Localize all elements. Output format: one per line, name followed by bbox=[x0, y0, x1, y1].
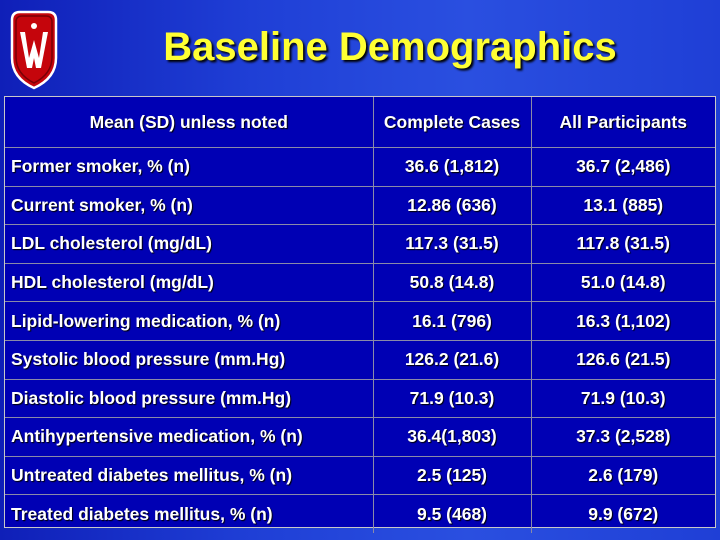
all-participants-value: 36.7 (2,486) bbox=[531, 147, 715, 187]
all-participants-value: 126.6 (21.5) bbox=[531, 340, 715, 380]
row-label: Systolic blood pressure (mm.Hg) bbox=[5, 340, 374, 380]
complete-cases-value: 126.2 (21.6) bbox=[373, 340, 532, 380]
all-participants-value: 51.0 (14.8) bbox=[531, 263, 715, 303]
all-participants-value: 71.9 (10.3) bbox=[531, 379, 715, 419]
complete-cases-value: 71.9 (10.3) bbox=[373, 379, 532, 419]
table-row: Diastolic blood pressure (mm.Hg) 71.9 (1… bbox=[5, 379, 715, 419]
complete-cases-value: 9.5 (468) bbox=[373, 494, 532, 533]
row-label: Diastolic blood pressure (mm.Hg) bbox=[5, 379, 374, 419]
row-label: Lipid-lowering medication, % (n) bbox=[5, 301, 374, 341]
demographics-table: Mean (SD) unless noted Complete Cases Al… bbox=[5, 97, 715, 533]
row-label: HDL cholesterol (mg/dL) bbox=[5, 263, 374, 303]
table-row: HDL cholesterol (mg/dL) 50.8 (14.8) 51.0… bbox=[5, 263, 715, 303]
page-title: Baseline Demographics bbox=[163, 25, 617, 69]
table-header-row: Mean (SD) unless noted Complete Cases Al… bbox=[5, 97, 715, 148]
column-header-complete-cases: Complete Cases bbox=[373, 97, 532, 148]
all-participants-value: 117.8 (31.5) bbox=[531, 224, 715, 264]
row-label: LDL cholesterol (mg/dL) bbox=[5, 224, 374, 264]
row-label: Former smoker, % (n) bbox=[5, 147, 374, 187]
complete-cases-value: 2.5 (125) bbox=[373, 456, 532, 496]
table-row: Former smoker, % (n) 36.6 (1,812) 36.7 (… bbox=[5, 147, 715, 187]
table-row: Systolic blood pressure (mm.Hg) 126.2 (2… bbox=[5, 340, 715, 380]
table-row: Antihypertensive medication, % (n) 36.4(… bbox=[5, 417, 715, 457]
column-header-all-participants: All Participants bbox=[531, 97, 715, 148]
row-label: Untreated diabetes mellitus, % (n) bbox=[5, 456, 374, 496]
complete-cases-value: 12.86 (636) bbox=[373, 186, 532, 226]
all-participants-value: 16.3 (1,102) bbox=[531, 301, 715, 341]
uw-crest-icon bbox=[10, 10, 58, 90]
table-row: LDL cholesterol (mg/dL) 117.3 (31.5) 117… bbox=[5, 224, 715, 264]
table-row: Treated diabetes mellitus, % (n) 9.5 (46… bbox=[5, 494, 715, 533]
all-participants-value: 13.1 (885) bbox=[531, 186, 715, 226]
complete-cases-value: 50.8 (14.8) bbox=[373, 263, 532, 303]
complete-cases-value: 16.1 (796) bbox=[373, 301, 532, 341]
table-row: Current smoker, % (n) 12.86 (636) 13.1 (… bbox=[5, 186, 715, 226]
table-row: Lipid-lowering medication, % (n) 16.1 (7… bbox=[5, 301, 715, 341]
complete-cases-value: 117.3 (31.5) bbox=[373, 224, 532, 264]
table-row: Untreated diabetes mellitus, % (n) 2.5 (… bbox=[5, 456, 715, 496]
row-label: Current smoker, % (n) bbox=[5, 186, 374, 226]
complete-cases-value: 36.6 (1,812) bbox=[373, 147, 532, 187]
column-header-measure: Mean (SD) unless noted bbox=[5, 97, 374, 148]
row-label: Treated diabetes mellitus, % (n) bbox=[5, 494, 374, 533]
demographics-table-container: Mean (SD) unless noted Complete Cases Al… bbox=[4, 96, 716, 533]
row-label: Antihypertensive medication, % (n) bbox=[5, 417, 374, 457]
all-participants-value: 37.3 (2,528) bbox=[531, 417, 715, 457]
complete-cases-value: 36.4(1,803) bbox=[373, 417, 532, 457]
all-participants-value: 2.6 (179) bbox=[531, 456, 715, 496]
all-participants-value: 9.9 (672) bbox=[588, 503, 659, 524]
